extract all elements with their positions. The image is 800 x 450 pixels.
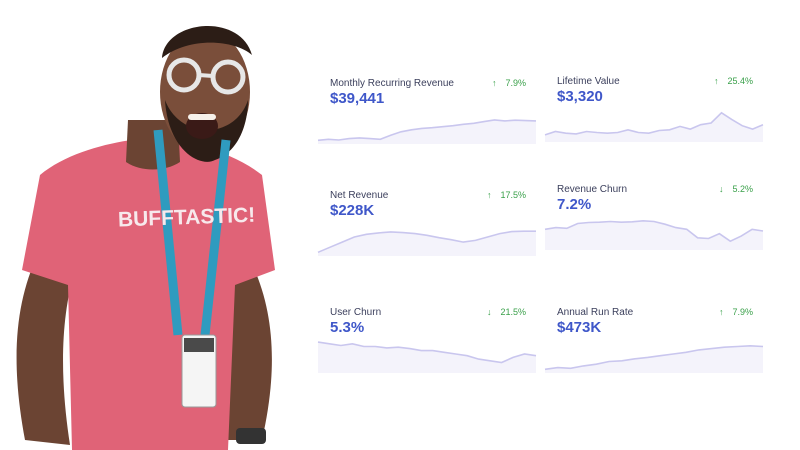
metric-card-mrr[interactable]: Monthly Recurring Revenue $39,441 ↑ 7.9% (317, 78, 537, 158)
metric-label: Monthly Recurring Revenue (330, 78, 454, 89)
shirt-text: BUFFTASTIC! (118, 204, 256, 232)
sparkline-area (545, 112, 763, 142)
wristwatch (236, 428, 266, 444)
person-illustration: BUFFTASTIC! (16, 25, 275, 450)
sparkline-area (318, 231, 536, 256)
sparkline-chart (317, 230, 536, 256)
metric-value: $473K (557, 319, 602, 336)
arrow-up-icon: ↑ (491, 78, 497, 88)
metric-card-net-revenue[interactable]: Net Revenue $228K ↑ 17.5% (317, 190, 536, 270)
glasses-right-lens (210, 59, 246, 95)
metric-value: $3,320 (557, 88, 603, 105)
sparkline-area (318, 119, 536, 144)
sparkline-line (544, 344, 764, 371)
metric-label: Net Revenue (330, 190, 389, 201)
metric-card-revenue-churn[interactable]: Revenue Churn 7.2% ↓ 5.2% (544, 184, 764, 264)
left-arm (16, 250, 75, 445)
sparkline-area (545, 220, 763, 250)
metric-delta-value: 17.5% (500, 190, 526, 200)
teeth (188, 114, 216, 120)
sparkline-line (317, 230, 536, 254)
sparkline-line (544, 219, 764, 243)
metric-label: User Churn (330, 307, 382, 318)
metric-delta: ↓ 21.5% (487, 307, 526, 317)
neck (126, 120, 180, 170)
glasses-bridge (198, 73, 214, 78)
sparkline-chart (544, 111, 764, 142)
metric-delta-value: 21.5% (500, 307, 526, 317)
metric-card-user-churn[interactable]: User Churn 5.3% ↓ 21.5% (317, 307, 537, 387)
lanyard (153, 129, 231, 336)
metric-delta-value: 7.9% (732, 307, 753, 317)
sparkline-chart (317, 341, 537, 373)
sparkline-chart (317, 119, 537, 144)
metric-value: 7.2% (557, 196, 592, 213)
arrow-up-icon: ↑ (486, 190, 492, 200)
metric-label: Lifetime Value (557, 76, 620, 87)
metric-delta: ↑ 7.9% (719, 307, 753, 317)
sparkline-line (317, 119, 537, 142)
metric-value: $39,441 (330, 90, 385, 107)
arrow-up-icon: ↑ (718, 307, 724, 317)
sparkline-chart (544, 344, 764, 373)
metric-value: $228K (330, 202, 375, 219)
metric-label: Revenue Churn (557, 184, 628, 195)
sparkline-area (318, 342, 536, 373)
sparkline-area (545, 345, 763, 373)
arrow-up-icon: ↑ (713, 76, 719, 86)
id-badge (181, 334, 217, 408)
metric-value: 5.3% (330, 319, 365, 336)
sparkline-line (317, 341, 537, 364)
sparkline-line (544, 111, 764, 136)
metric-delta: ↓ 5.2% (719, 184, 753, 194)
metric-card-lifetime-value[interactable]: Lifetime Value $3,320 ↑ 25.4% (544, 76, 764, 156)
arrow-down-icon: ↓ (486, 307, 492, 317)
metric-label: Annual Run Rate (557, 307, 634, 318)
sparkline-chart (544, 219, 764, 250)
metric-delta-value: 5.2% (732, 184, 753, 194)
metric-delta: ↑ 25.4% (714, 76, 753, 86)
id-badge-header (184, 338, 214, 352)
metric-delta-value: 7.9% (505, 78, 526, 88)
hair (162, 25, 252, 58)
metric-delta: ↑ 7.9% (492, 78, 526, 88)
metric-delta: ↑ 17.5% (487, 190, 526, 200)
metric-card-annual-run-rate[interactable]: Annual Run Rate $473K ↑ 7.9% (544, 307, 764, 387)
arrow-down-icon: ↓ (718, 184, 724, 194)
metric-delta-value: 25.4% (727, 76, 753, 86)
